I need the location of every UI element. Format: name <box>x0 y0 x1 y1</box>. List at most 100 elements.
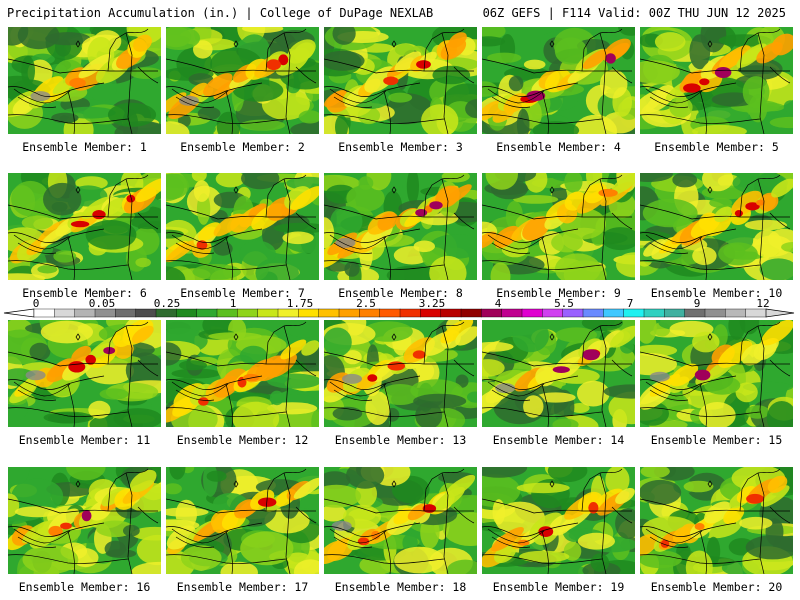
precipitation-map <box>8 320 161 427</box>
precipitation-map <box>482 320 635 427</box>
colorbar-segment <box>521 308 543 318</box>
ensemble-member-map <box>482 173 635 280</box>
colorbar-segment <box>664 308 686 318</box>
colorbar-tick-label: 1 <box>229 297 237 310</box>
colorbar-segment <box>460 308 482 318</box>
ensemble-member-map <box>482 27 635 134</box>
colorbar-tick-label: 0 <box>32 297 40 310</box>
ensemble-member-label: Ensemble Member: 11 <box>18 433 151 447</box>
precipitation-map <box>640 173 793 280</box>
colorbar-tick-label: 1.75 <box>286 297 314 310</box>
colorbar-segment <box>155 308 177 318</box>
ensemble-member-label: Ensemble Member: 6 <box>22 286 147 300</box>
precipitation-map <box>324 173 477 280</box>
ensemble-member-label: Ensemble Member: 18 <box>334 580 467 594</box>
colorbar-tick-label: 2.5 <box>356 297 376 310</box>
precipitation-map <box>8 173 161 280</box>
ensemble-member-label: Ensemble Member: 8 <box>338 286 463 300</box>
ensemble-member-map <box>8 467 161 574</box>
colorbar-tick-label: 9 <box>693 297 701 310</box>
precipitation-map <box>640 320 793 427</box>
precipitation-map <box>166 320 319 427</box>
colorbar-segment <box>562 308 584 318</box>
colorbar-tick-label: 0.25 <box>153 297 181 310</box>
ensemble-member-map <box>640 27 793 134</box>
ensemble-member-map <box>166 467 319 574</box>
ensemble-member-map <box>166 173 319 280</box>
ensemble-member-map <box>640 320 793 427</box>
colorbar-tick-label: 5.5 <box>554 297 574 310</box>
ensemble-member-label: Ensemble Member: 16 <box>18 580 151 594</box>
colorbar-segment <box>643 308 665 318</box>
ensemble-member-label: Ensemble Member: 2 <box>180 140 305 154</box>
ensemble-member-label: Ensemble Member: 17 <box>176 580 309 594</box>
ensemble-member-label: Ensemble Member: 3 <box>338 140 463 154</box>
ensemble-member-map <box>482 320 635 427</box>
colorbar-segment <box>338 308 360 318</box>
colorbar-segment <box>420 308 442 318</box>
colorbar-segment <box>257 308 279 318</box>
colorbar-segment <box>237 308 259 318</box>
ensemble-member-label: Ensemble Member: 13 <box>334 433 467 447</box>
ensemble-member-map <box>640 173 793 280</box>
precipitation-map <box>640 27 793 134</box>
colorbar-tick-label: 12 <box>756 297 770 310</box>
precipitation-map <box>482 27 635 134</box>
ensemble-member-label: Ensemble Member: 10 <box>650 286 783 300</box>
model-run-info: 06Z GEFS | F114 Valid: 00Z THU JUN 12 20… <box>482 6 786 20</box>
colorbar-segment <box>542 308 564 318</box>
precipitation-map <box>482 173 635 280</box>
colorbar-segment <box>725 308 747 318</box>
precipitation-map <box>166 173 319 280</box>
colorbar-segment <box>603 308 625 318</box>
colorbar-tick-label: 7 <box>626 297 634 310</box>
ensemble-member-map <box>166 320 319 427</box>
colorbar-segment <box>33 308 55 318</box>
colorbar-segment <box>745 308 767 318</box>
colorbar-segment <box>196 308 218 318</box>
colorbar-segment <box>318 308 340 318</box>
colorbar-segment <box>481 308 503 318</box>
colorbar-tick-label: 4 <box>494 297 502 310</box>
colorbar-segment <box>115 308 137 318</box>
colorbar-segment <box>379 308 401 318</box>
colorbar-segment <box>684 308 706 318</box>
ensemble-member-label: Ensemble Member: 14 <box>492 433 625 447</box>
colorbar-segment <box>440 308 462 318</box>
ensemble-member-label: Ensemble Member: 7 <box>180 286 305 300</box>
colorbar-segment <box>359 308 381 318</box>
precipitation-map <box>324 467 477 574</box>
ensemble-member-map <box>8 27 161 134</box>
colorbar-segment <box>94 308 116 318</box>
ensemble-member-map <box>166 27 319 134</box>
precipitation-map <box>482 467 635 574</box>
colorbar-segment <box>298 308 320 318</box>
ensemble-member-map <box>8 173 161 280</box>
ensemble-member-label: Ensemble Member: 9 <box>496 286 621 300</box>
ensemble-member-label: Ensemble Member: 1 <box>22 140 147 154</box>
ensemble-member-label: Ensemble Member: 19 <box>492 580 625 594</box>
ensemble-member-map <box>324 467 477 574</box>
ensemble-member-label: Ensemble Member: 15 <box>650 433 783 447</box>
colorbar-tick-label: 0.05 <box>88 297 116 310</box>
colorbar-segment <box>54 308 76 318</box>
ensemble-member-map <box>8 320 161 427</box>
ensemble-member-label: Ensemble Member: 20 <box>650 580 783 594</box>
colorbar-segment <box>135 308 157 318</box>
colorbar-high-arrow <box>765 308 795 318</box>
colorbar-segment <box>704 308 726 318</box>
precipitation-colorbar <box>3 308 795 318</box>
colorbar-segment <box>623 308 645 318</box>
precipitation-map <box>324 27 477 134</box>
ensemble-member-label: Ensemble Member: 5 <box>654 140 779 154</box>
ensemble-member-label: Ensemble Member: 12 <box>176 433 309 447</box>
colorbar-segment <box>176 308 198 318</box>
precipitation-map <box>640 467 793 574</box>
precipitation-map <box>8 467 161 574</box>
ensemble-member-map <box>640 467 793 574</box>
precipitation-map <box>166 467 319 574</box>
precipitation-map <box>324 320 477 427</box>
ensemble-member-map <box>324 27 477 134</box>
colorbar-segment <box>399 308 421 318</box>
precipitation-map <box>166 27 319 134</box>
